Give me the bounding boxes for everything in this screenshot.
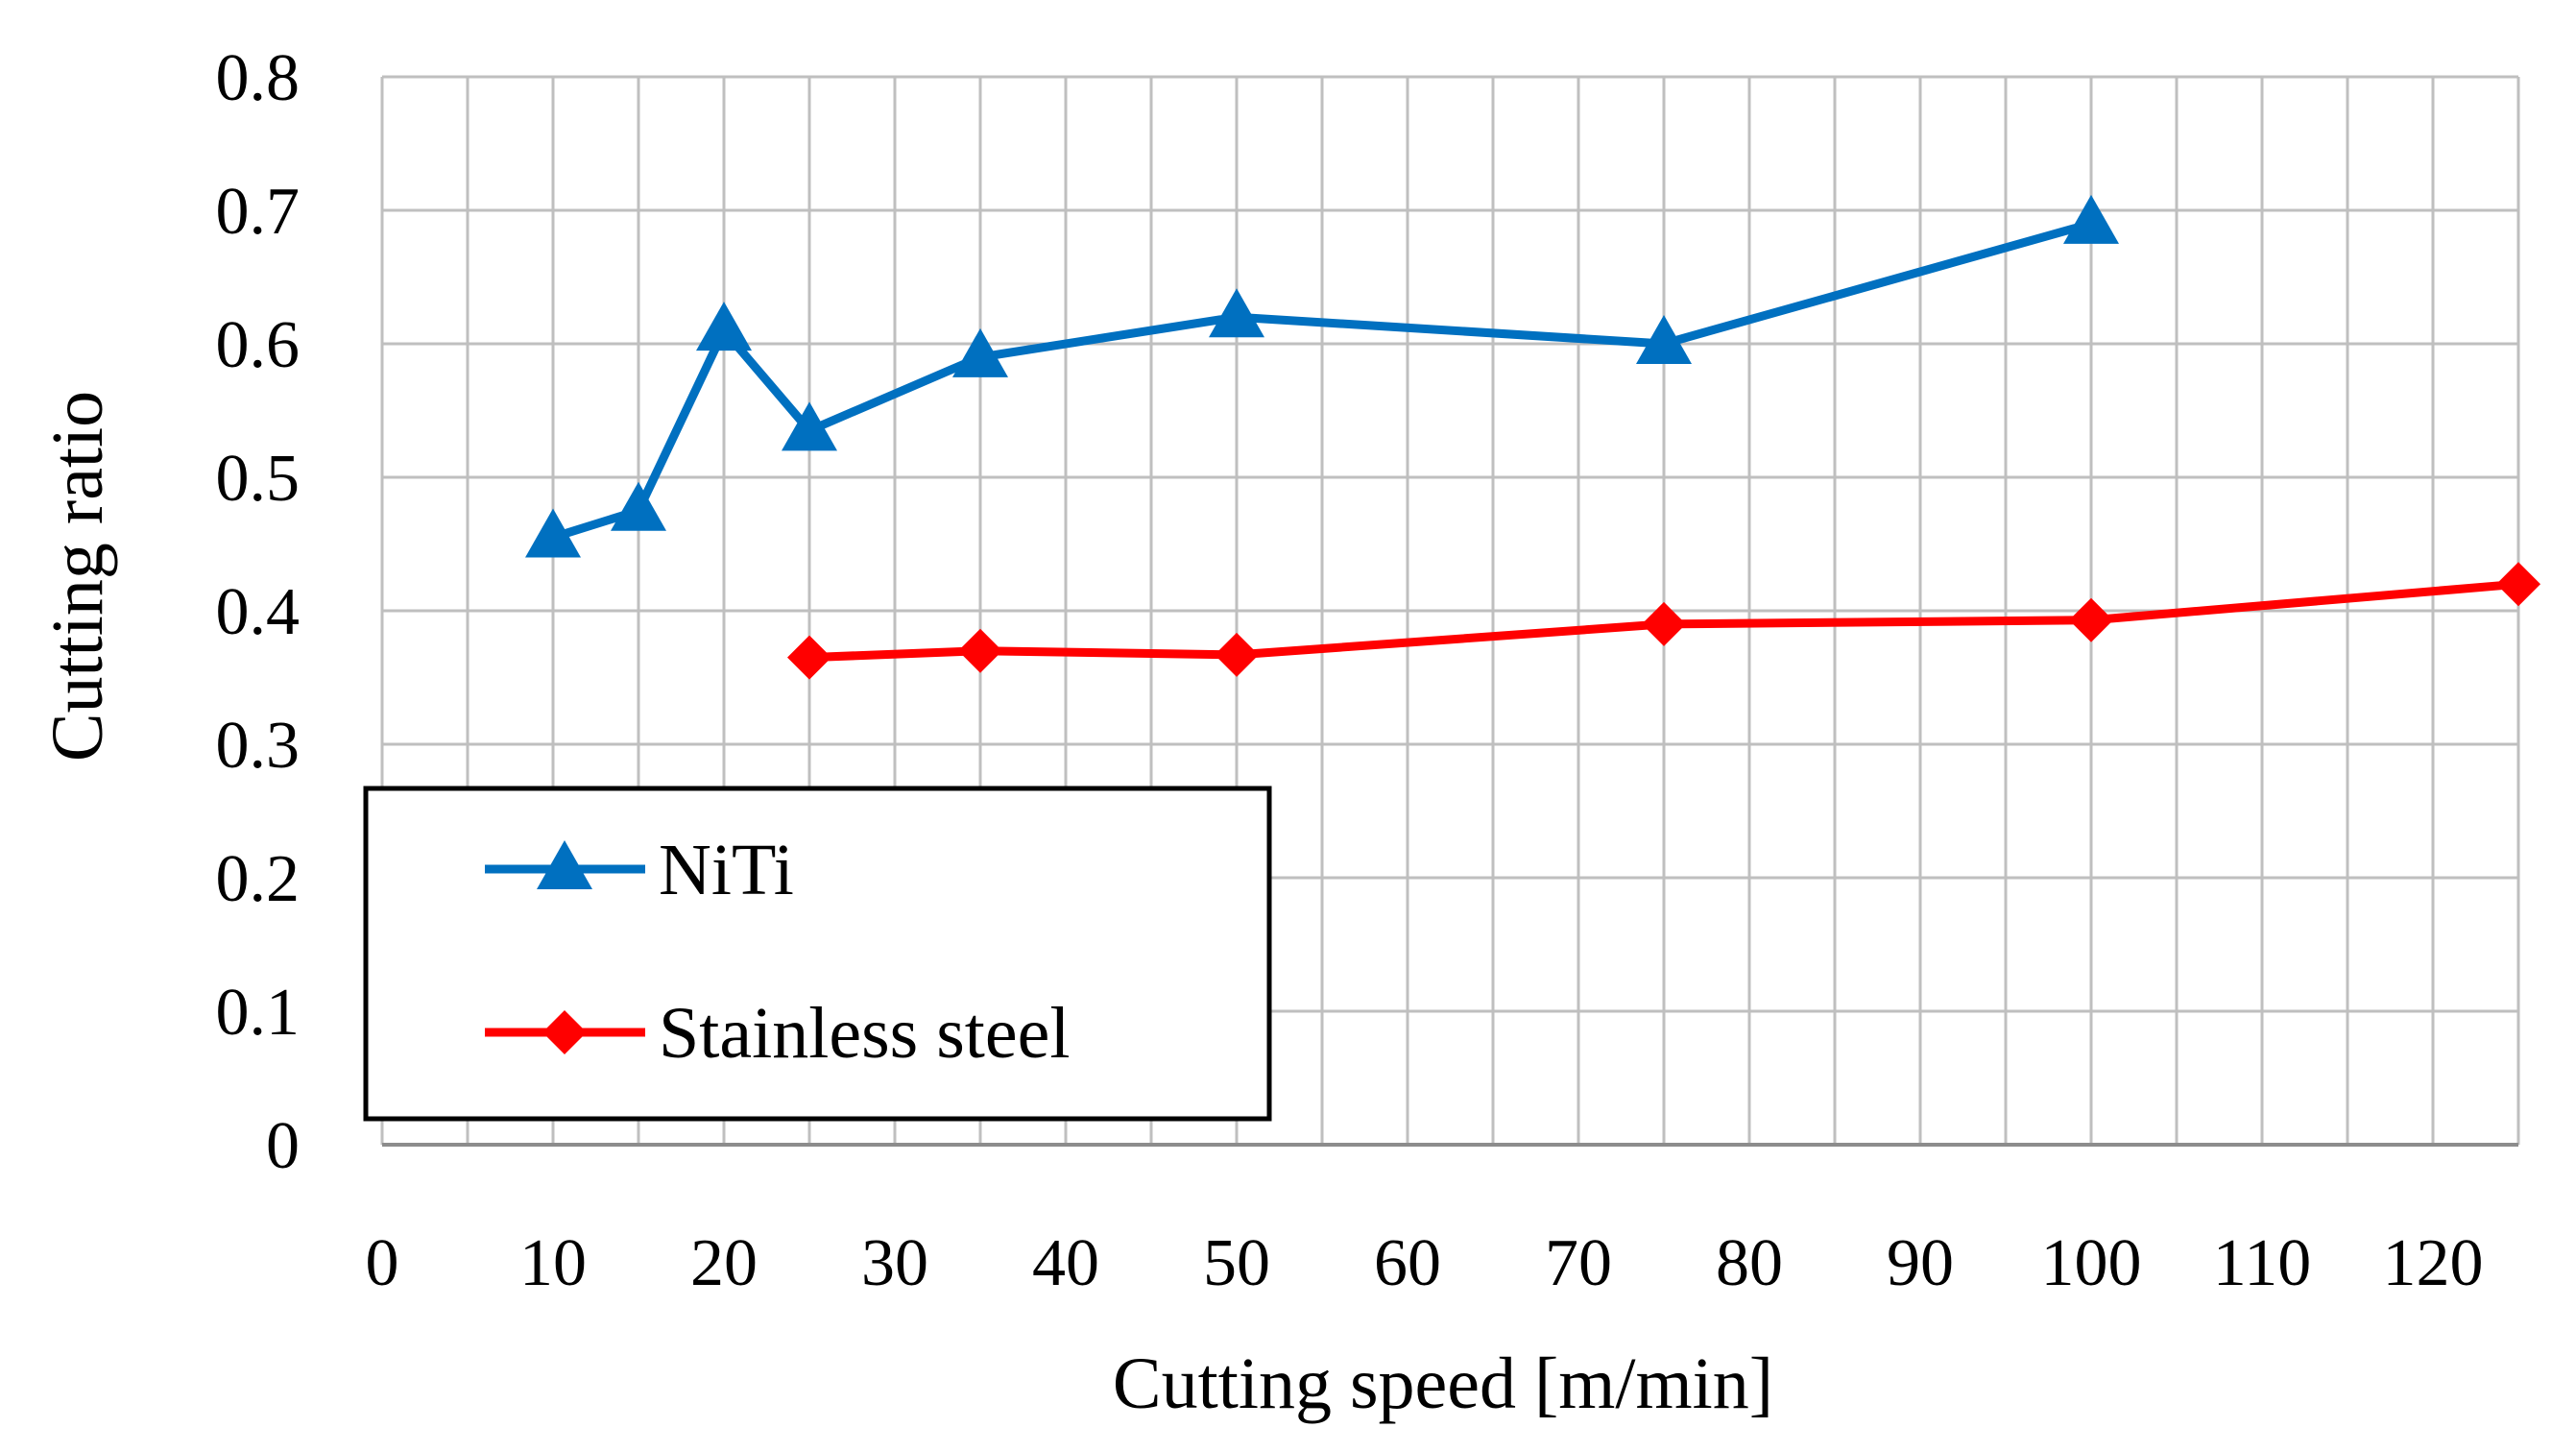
- x-tick-label: 50: [1203, 1226, 1270, 1300]
- x-tick-label: 120: [2383, 1226, 2484, 1300]
- x-axis-title: Cutting speed [m/min]: [1113, 1343, 1773, 1424]
- data-point-triangle: [611, 481, 666, 531]
- series-layer: [525, 194, 2540, 680]
- series-stainless-steel: [787, 562, 2540, 680]
- series-line: [808, 579, 2519, 663]
- legend-label: NiTi: [659, 830, 794, 910]
- x-tick-label: 20: [690, 1226, 758, 1300]
- y-axis-title: Cutting ratio: [37, 391, 118, 762]
- y-tick-label: 0.3: [216, 709, 301, 783]
- data-point-diamond: [787, 635, 831, 680]
- y-tick-label: 0.8: [216, 41, 301, 115]
- data-point-triangle: [2063, 194, 2119, 244]
- x-tick-label: 10: [519, 1226, 587, 1300]
- data-point-diamond: [2069, 597, 2113, 642]
- legend-marker-diamond: [542, 1010, 587, 1054]
- y-tick-label: 0.6: [216, 308, 301, 382]
- legend-item-niti: NiTi: [485, 830, 794, 910]
- x-tick-label: 110: [2213, 1226, 2311, 1300]
- x-tick-label: 30: [861, 1226, 928, 1300]
- legend-marker-triangle: [537, 840, 592, 889]
- data-point-diamond: [1215, 632, 1259, 677]
- x-tick-label: 40: [1032, 1226, 1099, 1300]
- data-point-diamond: [958, 628, 1002, 673]
- x-tick-label: 0: [366, 1226, 399, 1300]
- series-niti: [525, 194, 2119, 558]
- y-tick-labels: 0 0.1 0.2 0.3 0.4 0.5 0.6 0.7 0.8: [216, 41, 301, 1183]
- data-point-triangle: [525, 508, 581, 558]
- y-tick-label: 0.1: [216, 976, 301, 1050]
- x-tick-label: 70: [1545, 1226, 1612, 1300]
- legend-box: [363, 786, 1272, 1122]
- y-tick-label: 0.2: [216, 842, 301, 916]
- x-tick-label: 60: [1374, 1226, 1441, 1300]
- data-point-triangle: [952, 327, 1008, 377]
- x-tick-label: 100: [2041, 1226, 2142, 1300]
- legend-item-stainless-steel: Stainless steel: [485, 993, 1071, 1074]
- x-tick-label: 90: [1887, 1226, 1954, 1300]
- series-line: [551, 219, 2093, 542]
- data-point-triangle: [782, 401, 837, 451]
- y-tick-label: 0.7: [216, 175, 301, 249]
- y-tick-label: 0.5: [216, 442, 301, 516]
- legend: NiTi Stainless steel: [363, 786, 1272, 1122]
- data-point-diamond: [2496, 562, 2540, 607]
- data-point-triangle: [1209, 288, 1264, 338]
- x-tick-label: 80: [1716, 1226, 1783, 1300]
- data-point-triangle: [696, 302, 752, 351]
- data-point-triangle: [1636, 315, 1692, 364]
- legend-label: Stainless steel: [659, 993, 1071, 1074]
- x-tick-labels: 0 10 20 30 40 50 60 70 80 90 100 110 120: [366, 1226, 2484, 1300]
- y-tick-label: 0: [266, 1109, 300, 1183]
- data-point-diamond: [1642, 601, 1686, 646]
- y-tick-label: 0.4: [216, 575, 301, 649]
